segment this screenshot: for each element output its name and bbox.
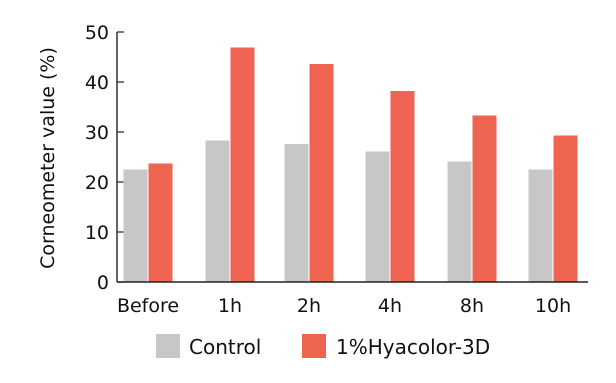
bar-hyacolor-1h	[230, 47, 255, 282]
bar-hyacolor-before	[148, 163, 173, 282]
x-tick-label: 4h	[378, 295, 402, 317]
legend-swatch-hyacolor	[302, 334, 326, 358]
x-tick-label: 2h	[297, 295, 321, 317]
bar-hyacolor-2h	[309, 64, 334, 282]
y-tick-label: 20	[85, 172, 109, 194]
bar-control-2h	[284, 144, 309, 282]
y-tick-label: 50	[85, 22, 109, 44]
bar-control-1h	[205, 140, 230, 282]
bar-control-8h	[447, 161, 472, 282]
bar-hyacolor-10h	[553, 135, 578, 282]
y-axis-title: Corneometer value (%)	[37, 47, 59, 269]
y-tick-label: 30	[85, 122, 109, 144]
x-tick-label: 1h	[218, 295, 242, 317]
bar-hyacolor-8h	[472, 115, 497, 282]
x-tick-label: 8h	[460, 295, 484, 317]
x-tick-label: 10h	[535, 295, 571, 317]
legend-label-control: Control	[189, 335, 261, 359]
x-axis-ticks: Before 1h 2h 4h 8h 10h	[117, 295, 571, 317]
bar-control-10h	[528, 169, 553, 282]
bar-hyacolor-4h	[390, 91, 415, 282]
y-tick-label: 0	[97, 272, 109, 294]
bar-control-4h	[365, 151, 390, 282]
y-tick-label: 10	[85, 222, 109, 244]
legend-label-hyacolor: 1%Hyacolor-3D	[336, 335, 490, 359]
y-tick-label: 40	[85, 72, 109, 94]
legend: Control 1%Hyacolor-3D	[156, 334, 490, 359]
legend-swatch-control	[156, 334, 180, 358]
y-axis-ticks: 0 10 20 30 40 50	[85, 22, 124, 294]
x-tick-label: Before	[117, 295, 179, 317]
bar-control-before	[123, 169, 148, 282]
bars	[123, 47, 578, 282]
